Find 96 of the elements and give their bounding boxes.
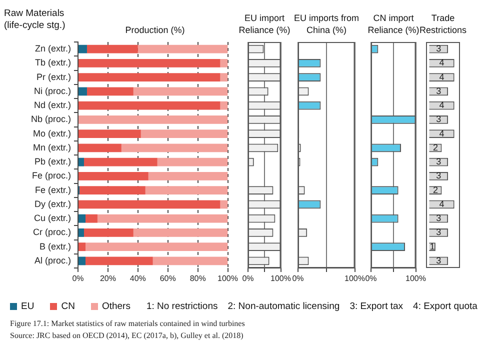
bar	[157, 158, 228, 166]
data-label: 4	[439, 128, 444, 138]
data-label: 3	[436, 114, 442, 124]
legend-label: CN	[61, 301, 75, 312]
data-label: 3	[436, 156, 442, 167]
y-axis-title: Raw Materials (life-cycle stg.)	[4, 8, 66, 32]
legend-label: Others	[102, 301, 130, 312]
bar	[86, 87, 134, 96]
data-label: 2	[432, 142, 438, 152]
bar	[138, 44, 228, 54]
x-tick-label: 100%	[406, 274, 426, 284]
data-label: 3	[436, 86, 442, 96]
bar	[78, 200, 220, 209]
bar	[84, 158, 158, 166]
y-tick-label: Nd (extr.)	[34, 100, 71, 110]
y-tick-label: Mn (extr.)	[32, 142, 71, 152]
bar	[85, 214, 98, 223]
bar	[78, 101, 220, 110]
bar	[220, 200, 228, 209]
x-tick-label: 40%	[130, 274, 146, 284]
bar	[78, 144, 122, 152]
y-tick-label: Tb (extr.)	[34, 58, 71, 68]
bar	[140, 130, 228, 138]
bar	[78, 130, 141, 138]
bar	[97, 214, 228, 223]
x-tick-label: 0%	[292, 274, 304, 284]
x-tick-label: 20%	[100, 274, 116, 284]
chart-title: EU import Reliance (%)	[238, 12, 292, 36]
bar	[121, 144, 228, 152]
bar	[78, 44, 87, 54]
x-tick-label: 80%	[190, 274, 206, 284]
x-tick-label: 0%	[242, 274, 254, 284]
bar	[78, 87, 87, 96]
chart-title: Production (%)	[125, 25, 185, 35]
bar	[148, 172, 228, 180]
bar	[78, 158, 84, 166]
bar	[78, 73, 220, 82]
x-tick-label: 100%	[270, 274, 292, 284]
bar	[85, 256, 153, 266]
bar	[78, 172, 148, 180]
bar	[145, 186, 228, 195]
bar	[133, 228, 228, 237]
bar	[78, 242, 86, 252]
data-label: 4	[439, 58, 444, 68]
y-tick-label: B (extr.)	[39, 241, 71, 252]
data-label: 3	[436, 255, 442, 266]
data-label: 4	[439, 198, 444, 209]
bar	[86, 44, 138, 54]
chart-title: Trade Restrictions	[419, 13, 466, 35]
data-label: 4	[439, 100, 444, 110]
x-tick-label: 0%	[72, 274, 84, 284]
bar	[84, 228, 134, 237]
bar	[152, 256, 228, 266]
text: 2: Non-automatic licensing	[228, 301, 340, 312]
bar	[78, 115, 228, 124]
y-tick-label: Nb (proc.)	[30, 114, 71, 124]
bar	[78, 228, 84, 237]
legend-label: EU	[21, 301, 34, 312]
data-label: 3	[436, 213, 442, 224]
y-tick-label: Ni (proc.)	[34, 86, 71, 96]
bar	[85, 242, 228, 252]
data-label: 3	[436, 44, 442, 54]
bar	[220, 73, 228, 82]
y-tick-label: Cu (extr.)	[34, 213, 71, 224]
text: 1: No restrictions	[146, 301, 218, 312]
data-label: 4	[439, 72, 444, 82]
x-tick-label: 100%	[218, 274, 238, 284]
bar	[78, 214, 86, 223]
data-label: 3	[436, 170, 442, 181]
text: 4: Export quota	[413, 301, 478, 312]
text: 3: Export tax	[350, 301, 404, 312]
bar	[78, 58, 220, 68]
bar	[133, 87, 228, 96]
bar	[78, 256, 86, 266]
y-tick-label: Fe (extr.)	[34, 184, 71, 195]
y-tick-label: Fe (proc.)	[32, 170, 71, 181]
data-label: 1	[430, 241, 435, 252]
y-tick-label: Zn (extr.)	[34, 44, 71, 54]
data-label: 3	[436, 227, 442, 238]
y-tick-label: Pr (extr.)	[36, 72, 71, 82]
x-tick-label: 60%	[160, 274, 176, 284]
y-tick-label: Al (proc.)	[34, 255, 71, 266]
x-tick-label: 0%	[365, 274, 377, 284]
y-tick-label: Dy (extr.)	[34, 198, 71, 209]
y-tick-label: Cr (proc.)	[33, 227, 71, 238]
chart-title: EU imports from China (%)	[294, 13, 359, 35]
source-note: Source: JRC based on OECD (2014), EC (2017a, b), Gulley et al. (2018)	[10, 330, 244, 342]
x-tick-label: 100%	[344, 274, 366, 284]
caption: Figure 17.1: Market statistics of raw materials contained in wind turbines	[10, 318, 245, 330]
bar	[80, 186, 146, 195]
y-tick-label: Pb (extr.)	[34, 156, 71, 167]
chart-title: CN import Reliance (%)	[368, 13, 420, 35]
bar	[220, 101, 228, 110]
y-tick-label: Mo (extr.)	[32, 128, 71, 138]
bar	[220, 58, 228, 68]
data-label: 2	[432, 184, 438, 195]
